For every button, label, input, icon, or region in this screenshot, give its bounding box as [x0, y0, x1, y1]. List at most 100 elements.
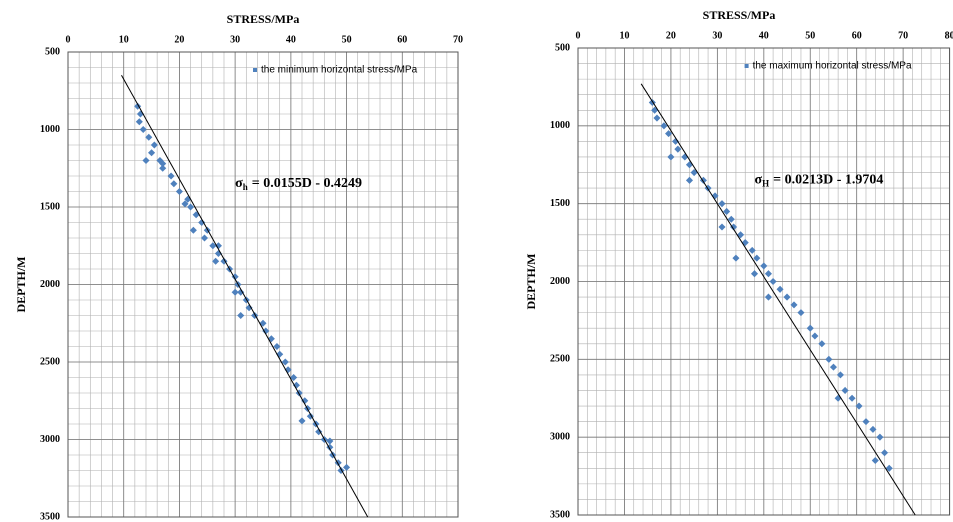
y-tick-label: 1500: [550, 198, 570, 209]
x-tick-label: 0: [66, 34, 71, 45]
equation-text: = 0.0155D - 0.4249: [252, 176, 362, 191]
x-tick-label: 30: [230, 34, 240, 45]
y-tick-label: 2000: [40, 279, 60, 290]
scatter-point: [159, 164, 167, 172]
plot-frame: [577, 47, 951, 516]
x-tick-label: 60: [852, 30, 862, 41]
scatter-point: [259, 319, 267, 327]
scatter-point: [836, 371, 844, 379]
legend-marker: [253, 68, 257, 72]
y-axis-label: DEPTH/M: [14, 257, 28, 313]
x-tick-label: 50: [805, 30, 815, 41]
x-tick-label: 50: [342, 34, 352, 45]
x-tick-label: 70: [453, 34, 463, 45]
x-tick-label: 10: [119, 34, 129, 45]
equation-symbol: σ: [235, 176, 243, 191]
x-tick-label: 0: [576, 30, 581, 41]
scatter-point: [315, 428, 323, 436]
x-tick-label: 40: [759, 30, 769, 41]
scatter-point: [690, 168, 698, 177]
scatter-point: [829, 363, 838, 371]
scatter-point: [862, 418, 870, 426]
scatter-point: [750, 270, 759, 278]
scatter-point: [198, 218, 206, 227]
y-tick-label: 500: [45, 46, 60, 57]
scatter-point: [848, 394, 856, 402]
scatter-point: [723, 207, 731, 215]
scatter-point: [148, 149, 156, 157]
x-tick-label: 60: [397, 34, 407, 45]
scatter-point: [214, 242, 222, 250]
scatter-point: [783, 293, 791, 301]
scatter-point: [881, 449, 889, 457]
scatter-point: [818, 340, 826, 348]
scatter-point: [667, 153, 675, 161]
scatter-point: [262, 327, 270, 335]
y-tick-label: 1000: [40, 124, 60, 135]
scatter-point: [237, 311, 245, 320]
y-tick-label: 3500: [40, 511, 60, 522]
scatter-point: [727, 215, 735, 223]
x-tick-label: 10: [619, 30, 629, 41]
y-tick-label: 3500: [550, 509, 570, 520]
scatter-point: [753, 254, 761, 262]
scatter-point: [685, 161, 694, 169]
scatter-point: [790, 301, 798, 309]
scatter-point: [665, 130, 673, 138]
y-axis-label: DEPTH/M: [524, 254, 538, 310]
scatter-point: [237, 288, 245, 296]
scatter-point: [343, 463, 351, 471]
scatter-point: [871, 456, 879, 465]
scatter-point: [212, 257, 220, 265]
scatter-point: [142, 156, 150, 165]
equation-subscript: h: [243, 182, 248, 192]
scatter-point: [150, 141, 158, 149]
scatter-point: [737, 231, 745, 239]
scatter-point: [326, 437, 334, 445]
scatter-point: [159, 160, 167, 168]
scatter-point: [718, 223, 726, 231]
scatter-point: [806, 324, 814, 332]
scatter-point: [167, 172, 175, 180]
scatter-point: [200, 234, 209, 242]
x-tick-label: 80: [945, 30, 953, 41]
scatter-point: [764, 293, 772, 301]
trendline: [640, 83, 916, 516]
plot-frame: [67, 51, 459, 518]
scatter-point: [139, 125, 147, 134]
y-tick-label: 2000: [550, 276, 570, 287]
y-tick-label: 2500: [550, 354, 570, 365]
scatter-point: [245, 304, 253, 312]
scatter-point: [674, 145, 682, 153]
legend-marker: [744, 64, 749, 68]
y-tick-label: 2500: [40, 356, 60, 367]
equation: σH = 0.0213D - 1.9704: [755, 173, 884, 189]
scatter-point: [685, 176, 694, 184]
x-tick-label: 20: [174, 34, 184, 45]
scatter-point: [273, 342, 281, 351]
scatter-point: [769, 277, 777, 286]
equation-symbol: σ: [755, 173, 763, 188]
y-tick-label: 1000: [550, 120, 570, 131]
panel: 0 10 20 30 40 50 60 70 500 1000 1500 2000 2500 3000 35…: [14, 12, 463, 522]
panel: 0 10 20 30 40 50 60 70 80 500 1000 1500 2000 2500 3000…: [524, 8, 953, 521]
scatter-point: [876, 433, 884, 441]
scatter-point: [885, 464, 893, 472]
legend-label: the minimum horizontal stress/MPa: [261, 65, 418, 76]
scatter-point: [764, 270, 772, 278]
scatter-point: [298, 417, 306, 425]
y-tick-label: 3000: [40, 434, 60, 445]
x-tick-label: 20: [666, 30, 676, 41]
y-tick-label: 3000: [550, 431, 570, 442]
scatter-point: [231, 288, 239, 296]
scatter-point: [192, 211, 200, 219]
scatter-point: [170, 180, 178, 188]
scatter-point: [187, 203, 195, 211]
y-tick-label: 1500: [40, 201, 60, 212]
scatter-point: [797, 309, 805, 317]
scatter-point: [301, 397, 309, 405]
scatter-point: [135, 118, 143, 126]
scatter-point: [741, 239, 749, 247]
scatter-point: [811, 332, 819, 340]
